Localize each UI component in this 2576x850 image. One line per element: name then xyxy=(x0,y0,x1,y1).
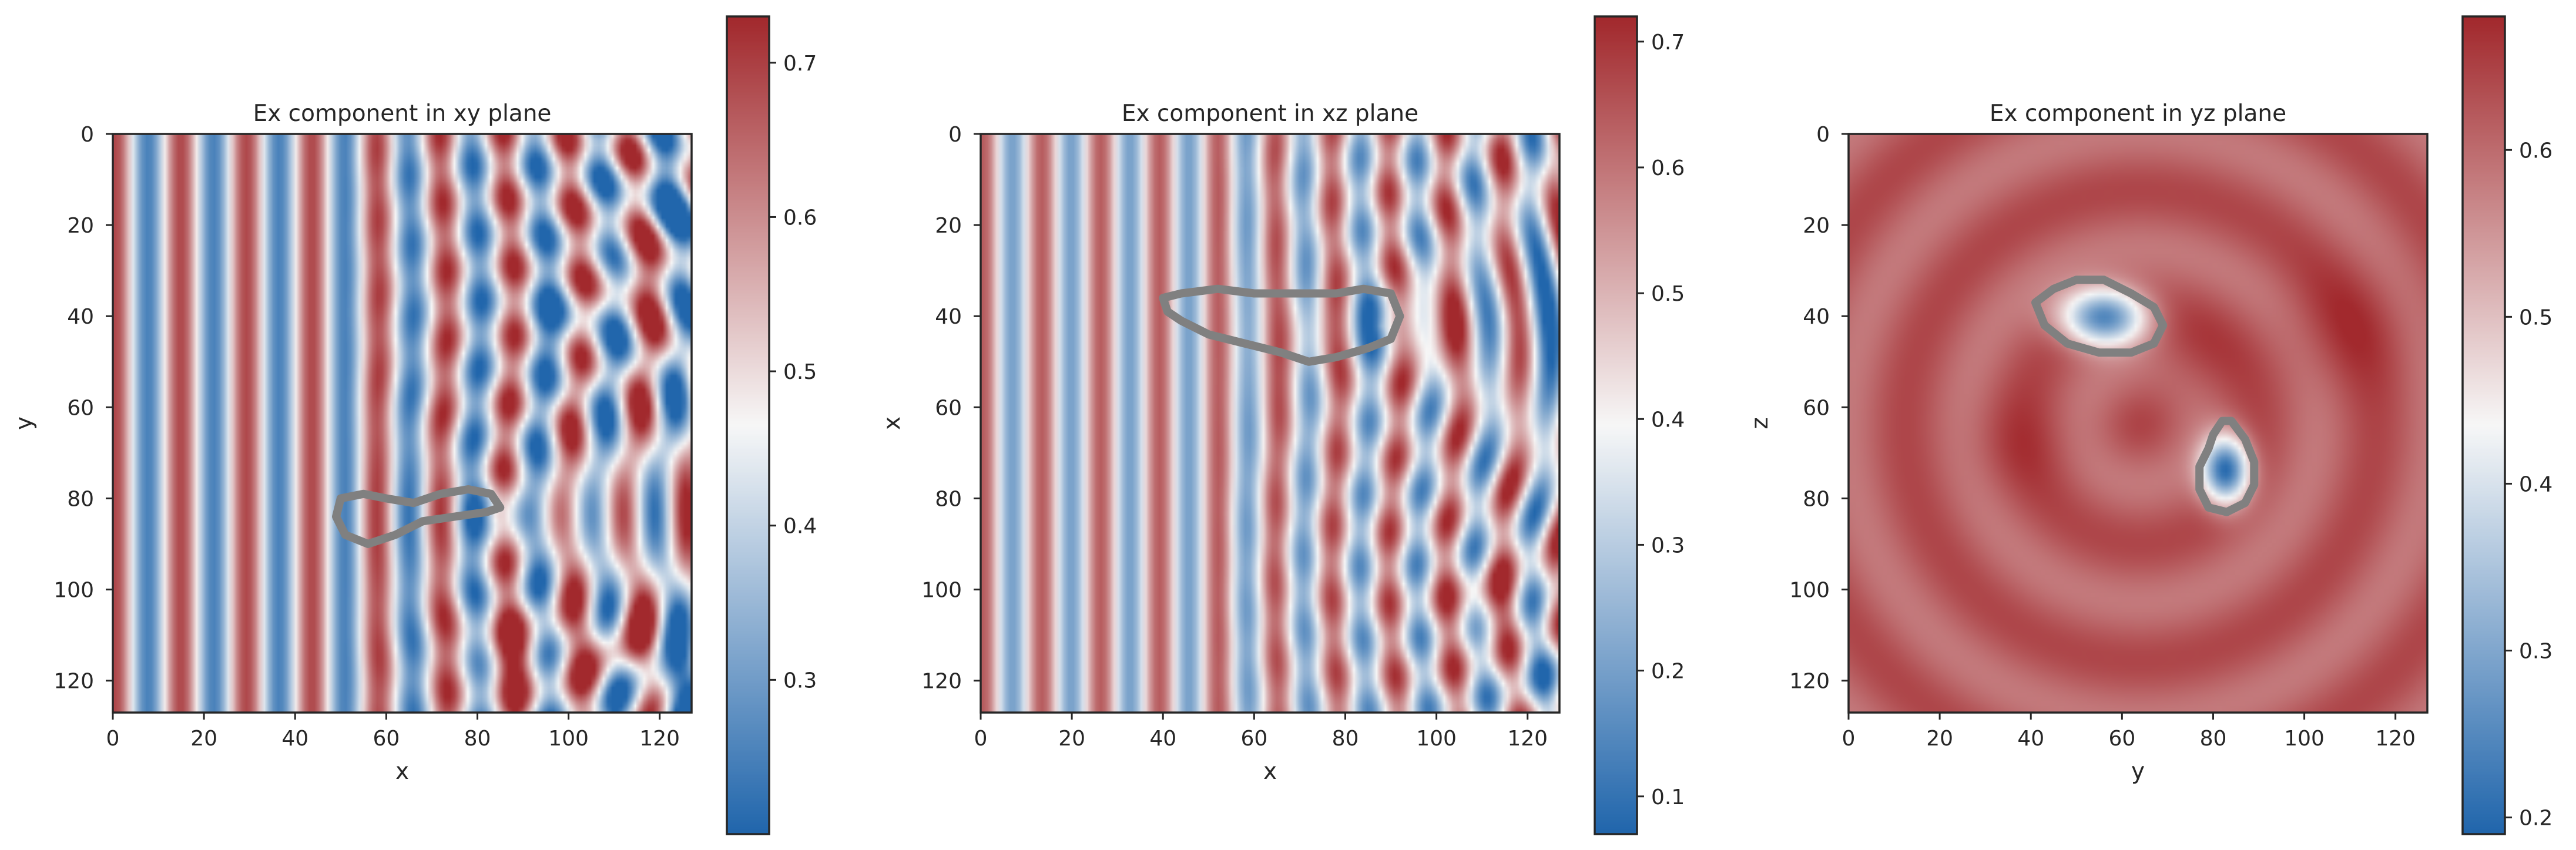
x-tick-label: 60 xyxy=(373,727,400,751)
panel-title: Ex component in yz plane xyxy=(1990,100,2286,127)
colorbar-tick-label: 0.5 xyxy=(783,360,817,384)
y-tick-label: 0 xyxy=(1816,123,1830,147)
x-tick-label: 60 xyxy=(1240,727,1267,751)
x-tick-label: 40 xyxy=(1149,727,1176,751)
plot-frame xyxy=(112,133,693,714)
colorbar-tick-label: 0.4 xyxy=(2519,472,2552,496)
y-tick-label: 60 xyxy=(67,396,94,420)
x-tick-label: 80 xyxy=(1332,727,1359,751)
x-tick-label: 20 xyxy=(1926,727,1953,751)
x-tick-label: 100 xyxy=(2284,727,2325,751)
colorbar-tick-label: 0.6 xyxy=(783,206,817,230)
colorbar-frame xyxy=(726,15,770,835)
x-tick-label: 20 xyxy=(190,727,217,751)
heatmap-image xyxy=(113,134,692,713)
x-tick-label: 0 xyxy=(106,727,120,751)
colorbar-tick-label: 0.4 xyxy=(783,515,817,539)
y-tick-label: 40 xyxy=(67,305,94,329)
x-tick-label: 0 xyxy=(974,727,988,751)
colorbar-tick-label: 0.7 xyxy=(783,52,817,76)
x-tick-label: 40 xyxy=(2017,727,2044,751)
colorbar-tick-label: 0.6 xyxy=(1651,156,1685,180)
y-tick-label: 100 xyxy=(921,579,962,603)
scatterer-contour xyxy=(2031,276,2168,357)
y-axis-label: y xyxy=(11,416,38,430)
colorbar-tick-label: 0.4 xyxy=(1651,408,1685,432)
colorbar: 0.3 0.4 0.5 0.6 0.7 xyxy=(726,15,817,835)
colorbar-tick-label: 0.3 xyxy=(1651,533,1685,557)
colorbar-tick-label: 0.3 xyxy=(2519,640,2552,664)
y-tick-label: 80 xyxy=(1803,487,1830,511)
chart-panel-1: 0 20 40 60 80 100 120 0 20 40 60 80 100 120 Ex compone… xyxy=(11,15,817,835)
plot-frame xyxy=(1847,133,2429,714)
colorbar-frame xyxy=(1594,15,1638,835)
chart-panel-3: 0 20 40 60 80 100 120 0 20 40 60 80 100 120 Ex compone… xyxy=(1747,15,2552,835)
x-axis-label: x xyxy=(395,758,409,785)
y-tick-label: 60 xyxy=(1803,396,1830,420)
y-tick-label: 0 xyxy=(80,123,94,147)
chart-panel-2: 0 20 40 60 80 100 120 0 20 40 60 80 100 120 Ex compone… xyxy=(879,15,1685,835)
y-tick-label: 120 xyxy=(921,670,962,694)
heatmap-image xyxy=(1849,134,2427,713)
y-axis-label: x xyxy=(879,416,905,430)
x-tick-label: 100 xyxy=(1416,727,1457,751)
panel-title: Ex component in xy plane xyxy=(253,100,552,127)
colorbar-tick-label: 0.2 xyxy=(1651,660,1685,684)
y-tick-label: 20 xyxy=(1803,214,1830,238)
colorbar-tick-label: 0.3 xyxy=(783,668,817,693)
x-axis-label: x xyxy=(1263,758,1277,785)
x-tick-label: 80 xyxy=(464,727,491,751)
colorbar: 0.1 0.2 0.3 0.4 0.5 0.6 0.7 xyxy=(1594,15,1685,835)
x-tick-label: 120 xyxy=(1507,727,1548,751)
y-tick-label: 100 xyxy=(53,579,94,603)
colorbar-frame xyxy=(2461,15,2506,835)
colorbar: 0.2 0.3 0.4 0.5 0.6 xyxy=(2461,15,2552,835)
y-tick-label: 80 xyxy=(67,487,94,511)
scatterer-contour xyxy=(332,485,505,548)
y-tick-label: 0 xyxy=(948,123,962,147)
panel-title: Ex component in xz plane xyxy=(1122,100,1418,127)
colorbar-gradient xyxy=(2463,16,2505,834)
scatterer-contour xyxy=(1159,284,1404,366)
x-tick-label: 120 xyxy=(2375,727,2416,751)
colorbar-tick-label: 0.7 xyxy=(1651,31,1685,55)
colorbar-tick-label: 0.2 xyxy=(2519,807,2552,831)
y-tick-label: 100 xyxy=(1789,579,1830,603)
x-tick-label: 60 xyxy=(2108,727,2135,751)
colorbar-tick-label: 0.6 xyxy=(2519,139,2552,163)
colorbar-tick-label: 0.5 xyxy=(1651,282,1685,306)
y-tick-label: 120 xyxy=(53,670,94,694)
plot-frame xyxy=(980,133,1561,714)
y-tick-label: 40 xyxy=(935,305,962,329)
heatmap-image xyxy=(981,134,1559,713)
colorbar-tick-label: 0.1 xyxy=(1651,785,1685,809)
x-tick-label: 20 xyxy=(1058,727,1085,751)
x-tick-label: 40 xyxy=(281,727,308,751)
y-tick-label: 60 xyxy=(935,396,962,420)
colorbar-gradient xyxy=(727,16,769,834)
y-tick-label: 120 xyxy=(1789,670,1830,694)
colorbar-gradient xyxy=(1595,16,1637,834)
colorbar-tick-label: 0.5 xyxy=(2519,305,2552,330)
y-tick-label: 20 xyxy=(67,214,94,238)
scatterer-contour xyxy=(2195,416,2259,516)
x-tick-label: 120 xyxy=(639,727,680,751)
y-tick-label: 20 xyxy=(935,214,962,238)
x-tick-label: 80 xyxy=(2200,727,2227,751)
x-axis-label: y xyxy=(2131,758,2145,785)
x-tick-label: 100 xyxy=(548,727,589,751)
y-tick-label: 40 xyxy=(1803,305,1830,329)
y-axis-label: z xyxy=(1747,417,1773,429)
y-tick-label: 80 xyxy=(935,487,962,511)
x-tick-label: 0 xyxy=(1842,727,1856,751)
